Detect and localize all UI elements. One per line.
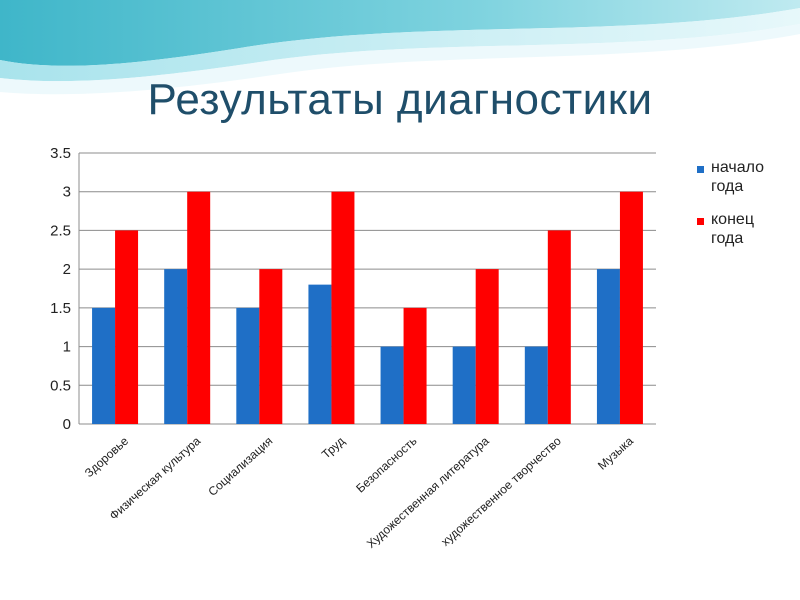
legend-swatch <box>697 166 704 173</box>
legend-label: начало <box>711 159 764 176</box>
bar-end <box>547 230 571 424</box>
x-category-label: Социализация <box>205 434 275 499</box>
x-category-label: Здоровье <box>82 434 131 480</box>
x-category-label: Художественная литература <box>364 434 492 551</box>
bar-end <box>475 269 499 424</box>
x-category-label: Труд <box>319 434 348 462</box>
header-wave-decoration <box>0 0 800 95</box>
y-tick-label: 1.5 <box>50 300 71 317</box>
x-category-label: Музыка <box>595 434 636 473</box>
bar-start <box>164 269 188 424</box>
y-tick-label: 1 <box>63 339 71 356</box>
y-tick-label: 0.5 <box>50 377 71 394</box>
bar-end <box>115 230 139 424</box>
bar-start <box>92 307 116 424</box>
x-category-label: художественное творчество <box>438 434 564 549</box>
bar-end <box>403 307 427 424</box>
bar-start <box>524 346 548 424</box>
legend-label: конец <box>711 211 754 228</box>
bar-end <box>331 191 355 424</box>
x-category-label: Безопасность <box>353 434 419 496</box>
bar-start <box>308 284 332 424</box>
y-tick-label: 3 <box>63 184 71 201</box>
legend-swatch <box>697 218 704 225</box>
bar-end <box>619 191 643 424</box>
legend-label: года <box>711 178 743 195</box>
legend-label: года <box>711 230 743 247</box>
y-tick-label: 2 <box>63 261 71 278</box>
bar-start <box>452 346 476 424</box>
bar-end <box>259 269 283 424</box>
slide-title: Результаты диагностики <box>147 75 653 124</box>
bar-start <box>236 307 260 424</box>
y-tick-label: 0 <box>63 416 71 433</box>
y-tick-label: 3.5 <box>50 145 71 162</box>
bar-start <box>380 346 404 424</box>
y-tick-label: 2.5 <box>50 222 71 239</box>
bar-start <box>596 269 620 424</box>
bar-end <box>187 191 211 424</box>
